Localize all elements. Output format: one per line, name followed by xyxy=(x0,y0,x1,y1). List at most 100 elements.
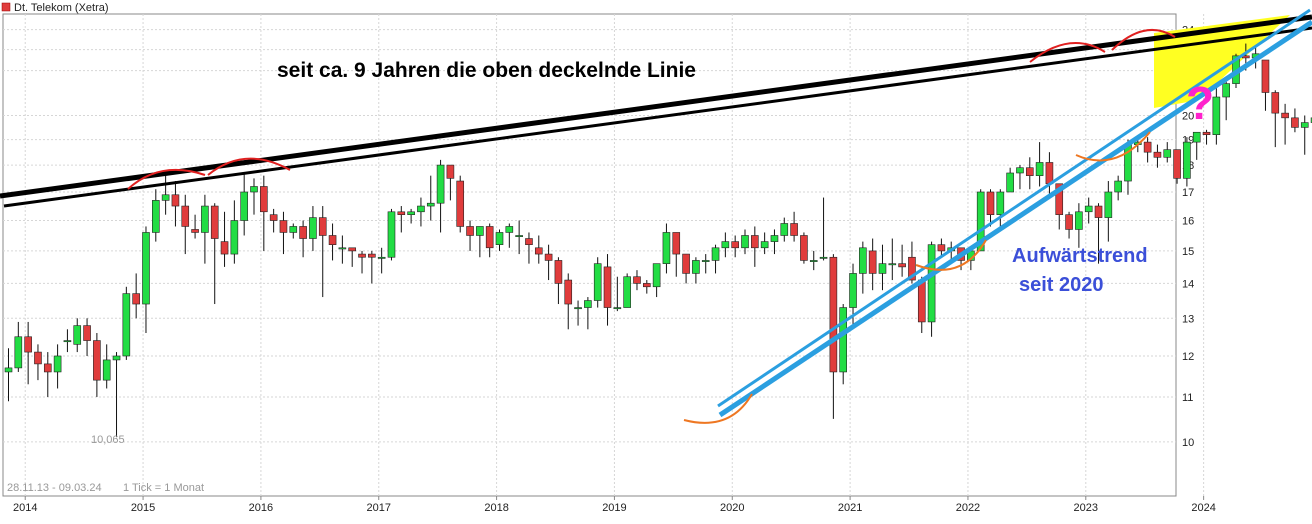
candle-body xyxy=(760,241,769,249)
candle xyxy=(1202,129,1211,145)
candle xyxy=(309,206,317,251)
x-tick-label: 2021 xyxy=(838,502,862,514)
candle xyxy=(102,344,111,389)
candle xyxy=(721,232,730,258)
candle-body xyxy=(642,283,651,288)
candle xyxy=(73,318,82,353)
y-tick-label: 10 xyxy=(1182,437,1194,449)
candle xyxy=(377,247,386,274)
candle xyxy=(819,197,828,261)
candle xyxy=(348,247,357,267)
candle-body xyxy=(171,194,180,207)
x-tick-label: 2018 xyxy=(484,502,508,514)
candle xyxy=(181,194,190,255)
candle-body xyxy=(338,247,347,250)
candle-body xyxy=(878,263,887,274)
candle xyxy=(623,273,631,308)
candle-body xyxy=(397,211,406,215)
candle-body xyxy=(662,232,671,264)
candle xyxy=(485,223,494,258)
candle xyxy=(672,232,681,277)
candle xyxy=(1192,131,1201,160)
candle-body xyxy=(1281,112,1289,119)
candle-body xyxy=(937,244,946,252)
low-value-label: 10,065 xyxy=(91,434,125,446)
candle xyxy=(1016,165,1024,190)
candle xyxy=(161,175,170,215)
candle xyxy=(790,211,798,242)
candle xyxy=(220,211,229,267)
candle-body xyxy=(495,232,504,245)
x-tick-label: 2023 xyxy=(1074,502,1098,514)
candle-body xyxy=(230,220,239,255)
legend-swatch xyxy=(1,2,11,12)
candle xyxy=(1183,137,1191,187)
candle-body xyxy=(466,226,474,236)
candle xyxy=(682,253,690,284)
candle-body xyxy=(593,263,602,301)
candle xyxy=(201,194,209,264)
candle-body xyxy=(358,253,366,258)
candle xyxy=(741,229,749,255)
candle-body xyxy=(4,367,13,373)
candle-body xyxy=(927,244,936,323)
candle-body xyxy=(43,363,52,373)
candle xyxy=(1035,142,1044,187)
candle xyxy=(338,235,347,264)
candle xyxy=(1084,197,1093,224)
candle xyxy=(53,344,62,389)
candle xyxy=(1104,181,1113,242)
candle xyxy=(505,223,514,248)
uptrend-line-upper xyxy=(717,8,1311,408)
candle xyxy=(1065,211,1073,239)
candle xyxy=(407,208,415,224)
y-tick-label: 11 xyxy=(1182,392,1193,404)
candle-body xyxy=(456,180,465,227)
y-tick-label: 15 xyxy=(1182,246,1194,258)
candle-body xyxy=(436,164,445,204)
candle xyxy=(809,250,818,271)
candle xyxy=(210,203,219,305)
candle-body xyxy=(387,211,396,258)
candle xyxy=(613,276,622,312)
candle xyxy=(701,254,710,274)
candle-body xyxy=(868,250,877,274)
candle-body xyxy=(996,191,1005,215)
candle xyxy=(4,348,13,402)
candle-body xyxy=(93,340,101,381)
low-arc-1 xyxy=(683,393,753,424)
candle-body xyxy=(623,276,631,308)
candle-body xyxy=(711,247,720,261)
candle xyxy=(829,254,838,419)
uptrend-annotation-line2: seit 2020 xyxy=(1019,274,1104,296)
candle xyxy=(937,238,946,258)
candle-body xyxy=(34,351,42,365)
candle-body xyxy=(505,226,514,233)
candle-body xyxy=(181,205,190,227)
candle-body xyxy=(368,253,376,258)
candle-body xyxy=(53,355,62,373)
candle-body xyxy=(1104,191,1113,218)
candle xyxy=(230,200,239,264)
candle xyxy=(593,257,602,308)
candle xyxy=(63,329,72,353)
candle xyxy=(43,352,52,397)
candle-body xyxy=(790,223,798,236)
candle xyxy=(171,181,180,227)
candle-body xyxy=(1065,214,1073,230)
candle xyxy=(299,220,307,258)
x-tick-label: 2020 xyxy=(720,502,744,514)
candle xyxy=(525,232,533,264)
candle-body xyxy=(476,226,484,236)
candle-body xyxy=(1153,151,1162,158)
candle-body xyxy=(859,247,867,274)
candle-body xyxy=(210,205,219,239)
candle-body xyxy=(122,293,131,357)
candle xyxy=(780,217,789,242)
candle-body xyxy=(603,266,612,308)
candle xyxy=(1271,90,1280,148)
candle-body xyxy=(554,260,563,284)
candle-body xyxy=(142,232,150,305)
candle-body xyxy=(692,260,700,274)
